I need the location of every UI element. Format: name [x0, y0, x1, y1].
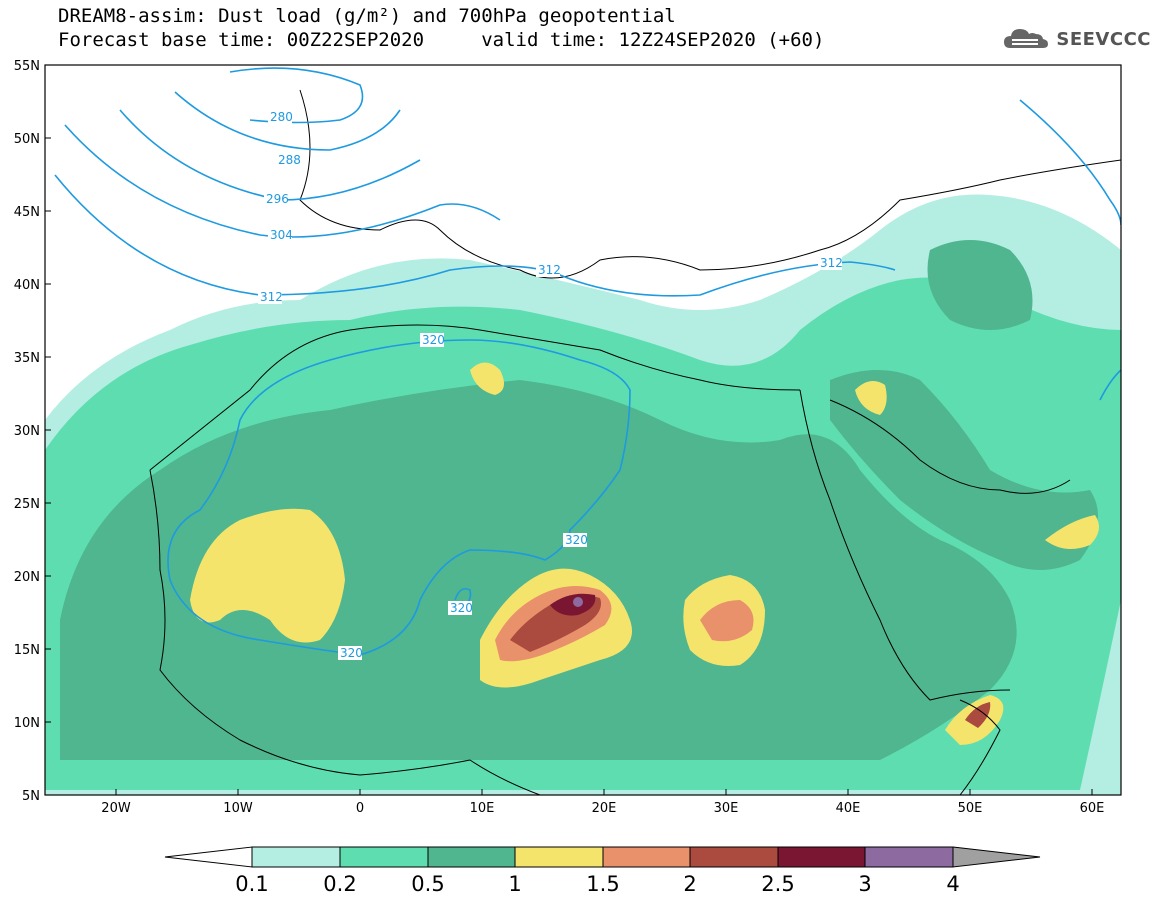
contour-label: 312: [538, 263, 561, 277]
dust-level-1-gulf: [1045, 515, 1099, 549]
colorbar-bin: [514, 846, 604, 868]
lat-tick-label: 5N: [22, 789, 40, 804]
lat-tick-label: 10N: [14, 716, 40, 731]
colorbar-bin: [427, 846, 516, 868]
dust-level-25: [550, 593, 596, 616]
contour-280: [229, 67, 364, 124]
colorbar-over-arrow: [952, 846, 1041, 868]
map-title-line1: DREAM8-assim: Dust load (g/m²) and 700hP…: [58, 5, 676, 27]
lat-tick-label: 35N: [14, 351, 40, 366]
colorbar-label: 2: [683, 872, 696, 896]
contour-label: 320: [565, 533, 588, 547]
lat-tick-label: 20N: [14, 570, 40, 585]
lon-tick-label: 50E: [958, 801, 983, 816]
colorbar-label: 4: [946, 872, 959, 896]
cloud-icon: [1004, 29, 1049, 48]
colorbar-under-arrow: [164, 846, 253, 868]
contour-label: 280: [270, 110, 293, 124]
colorbar-label: 3: [858, 872, 871, 896]
dust-level-05-caspian: [927, 240, 1033, 330]
colorbar-bin: [864, 846, 954, 868]
colorbar-label: 2.5: [761, 872, 794, 896]
contour-label: 320: [340, 646, 363, 660]
lat-tick-label: 25N: [14, 497, 40, 512]
colorbar-label: 0.1: [235, 872, 268, 896]
contour-label: 288: [278, 153, 301, 167]
colorbar: 0.1 0.2 0.5 1 1.5 2 2.5 3 4: [164, 846, 1041, 896]
contour-320-east: [1099, 369, 1121, 401]
contour-labels: 280 288 296 304 312 312 312 320 320 320 …: [258, 110, 843, 660]
contour-label: 320: [450, 601, 473, 615]
lon-tick-label: 30E: [714, 801, 739, 816]
dust-level-1-iraq: [855, 381, 887, 415]
colorbar-bin: [339, 846, 429, 868]
contour-high: [1019, 99, 1121, 226]
contour-312-west: [54, 174, 896, 297]
lon-tick-label: 40E: [836, 801, 861, 816]
geopotential-contours: [54, 67, 1121, 656]
lon-tick-label: 20W: [101, 801, 131, 816]
colorbar-bin: [602, 846, 691, 868]
colorbar-label: 0.2: [323, 872, 356, 896]
lat-tick-label: 15N: [14, 643, 40, 658]
colorbar-label: 0.5: [411, 872, 444, 896]
colorbar-label: 1: [508, 872, 521, 896]
dust-level-3: [573, 597, 583, 607]
lon-tick-label: 10W: [223, 801, 253, 816]
map-title-line2: Forecast base time: 00Z22SEP2020 valid t…: [58, 29, 825, 51]
lon-tick-label: 0: [356, 801, 364, 816]
contour-label: 312: [260, 290, 283, 304]
lat-axis: 55N 50N 45N 40N 35N 30N 25N 20N 15N 10N …: [14, 59, 51, 804]
coastlines: [149, 89, 1121, 795]
contour-label: 320: [422, 333, 445, 347]
dust-level-15-sudan: [700, 600, 754, 642]
dust-level-05-arabia: [830, 370, 1098, 570]
lat-tick-label: 55N: [14, 59, 40, 74]
lon-axis: 20W 10W 0 10E 20E 30E 40E 50E 60E: [101, 789, 1104, 816]
contour-288: [174, 91, 401, 151]
colorbar-label: 1.5: [586, 872, 619, 896]
lon-tick-label: 20E: [592, 801, 617, 816]
dust-level-2-somalia: [965, 702, 991, 728]
contour-label: 296: [266, 192, 289, 206]
contour-320: [167, 339, 631, 656]
lat-tick-label: 45N: [14, 205, 40, 220]
lat-tick-label: 40N: [14, 278, 40, 293]
seevccc-logo: SEEVCCC: [1002, 26, 1151, 52]
contour-304: [64, 124, 501, 238]
lon-tick-label: 60E: [1080, 801, 1105, 816]
dust-level-1-tunisia: [470, 362, 504, 395]
dust-level-05: [60, 380, 1017, 760]
logo-text: SEEVCCC: [1056, 28, 1151, 50]
colorbar-bin: [777, 846, 866, 868]
colorbar-bin: [251, 846, 341, 868]
colorbar-bin: [689, 846, 779, 868]
lon-tick-label: 10E: [470, 801, 495, 816]
lat-tick-label: 30N: [14, 424, 40, 439]
contour-label: 312: [820, 256, 843, 270]
lat-tick-label: 50N: [14, 132, 40, 147]
contour-label: 304: [270, 228, 293, 242]
dust-level-1-west: [190, 508, 345, 643]
